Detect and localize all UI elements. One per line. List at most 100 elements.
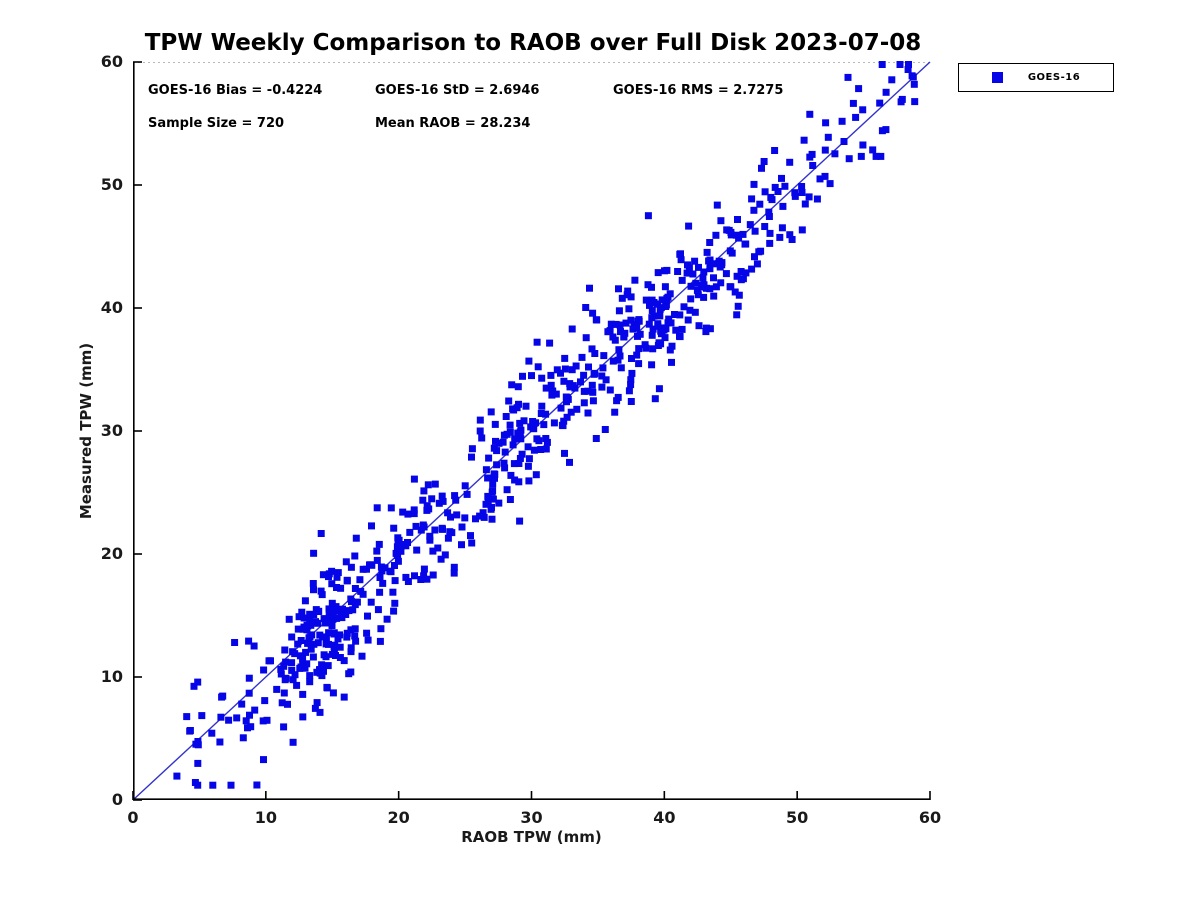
data-point-marker [584,387,592,395]
data-point-marker [281,646,289,654]
data-point-marker [328,580,336,588]
data-point-marker [756,200,764,208]
data-point-marker [499,438,507,446]
data-point-marker [788,236,796,243]
data-point-marker [561,449,568,457]
data-point-marker [325,629,333,637]
data-point-marker [289,676,297,684]
data-point-marker [410,510,418,518]
data-point-marker [310,640,318,648]
data-point-marker [426,536,434,544]
data-point-marker [191,779,199,786]
data-point-marker [363,629,371,637]
data-point-marker [277,665,285,673]
data-point-marker [288,666,296,674]
data-point-marker [734,302,742,310]
data-point-marker [628,355,635,362]
data-point-marker [501,448,509,456]
data-point-marker [329,613,337,621]
data-point-marker [569,382,577,390]
data-point-marker [710,260,718,268]
data-point-marker [530,446,538,454]
y-tick-label: 60 [100,52,123,71]
y-tick-label: 30 [100,421,123,440]
data-point-marker [676,333,684,341]
data-point-marker [649,325,657,333]
data-point-marker [582,304,590,311]
data-point-marker [766,229,774,237]
data-point-marker [661,283,669,291]
data-point-marker [800,136,808,144]
data-point-marker [742,269,750,277]
data-point-marker [656,305,664,313]
data-point-marker [726,247,734,255]
data-point-marker [516,419,524,427]
data-point-marker [420,565,428,573]
data-point-marker [260,666,268,674]
data-point-marker [413,546,421,554]
data-point-marker [559,422,567,430]
data-point-marker [786,231,794,239]
data-point-marker [683,269,691,277]
data-point-marker [439,497,447,505]
data-point-marker [761,223,769,230]
data-point-marker [663,266,671,274]
data-point-marker [233,714,241,722]
data-point-marker [686,306,694,314]
data-point-marker [592,435,600,442]
data-point-marker [334,569,342,577]
data-point-marker [209,781,217,789]
data-point-marker [336,654,344,661]
data-point-marker [487,408,495,416]
data-point-marker [604,328,612,336]
data-point-marker [506,496,514,503]
data-point-marker [340,657,348,665]
data-point-marker [713,201,721,209]
data-point-marker [404,578,412,585]
data-point-marker [379,579,387,587]
data-point-marker [325,573,332,581]
data-point-marker [337,584,345,592]
data-point-marker [685,222,693,230]
y-tick-label: 0 [111,790,123,809]
data-point-marker [444,534,452,542]
data-point-marker [589,397,597,405]
data-point-marker [347,648,355,656]
data-point-marker [476,416,484,424]
data-point-marker [826,180,834,188]
data-point-marker [509,441,517,449]
data-point-marker [798,189,806,196]
scatter-plot-svg [132,61,931,801]
data-point-marker [244,724,251,732]
data-point-marker [694,291,702,299]
data-point-marker [552,390,560,398]
data-point-marker [489,480,497,488]
data-point-marker [392,549,400,557]
data-point-marker [859,141,867,149]
data-point-marker [655,385,663,393]
data-point-marker [684,261,691,269]
data-point-marker [400,541,408,548]
data-point-marker [340,693,348,701]
data-point-marker [515,478,523,486]
data-point-marker [519,372,526,380]
data-point-marker [700,293,708,301]
data-point-marker [635,345,643,353]
data-point-marker [580,371,588,379]
data-point-marker [731,288,739,296]
data-point-marker [615,346,623,354]
data-point-marker [208,729,216,737]
data-point-marker [712,231,720,239]
data-point-marker [548,388,556,396]
data-point-marker [816,175,824,183]
data-point-marker [642,296,650,304]
data-point-marker [524,443,532,451]
data-point-marker [265,657,273,665]
data-point-marker [506,421,514,429]
data-point-marker [310,549,318,557]
data-point-marker [467,532,474,540]
data-point-marker [357,587,365,595]
data-point-marker [364,612,371,620]
data-point-marker [302,648,310,656]
data-point-marker [277,670,285,678]
